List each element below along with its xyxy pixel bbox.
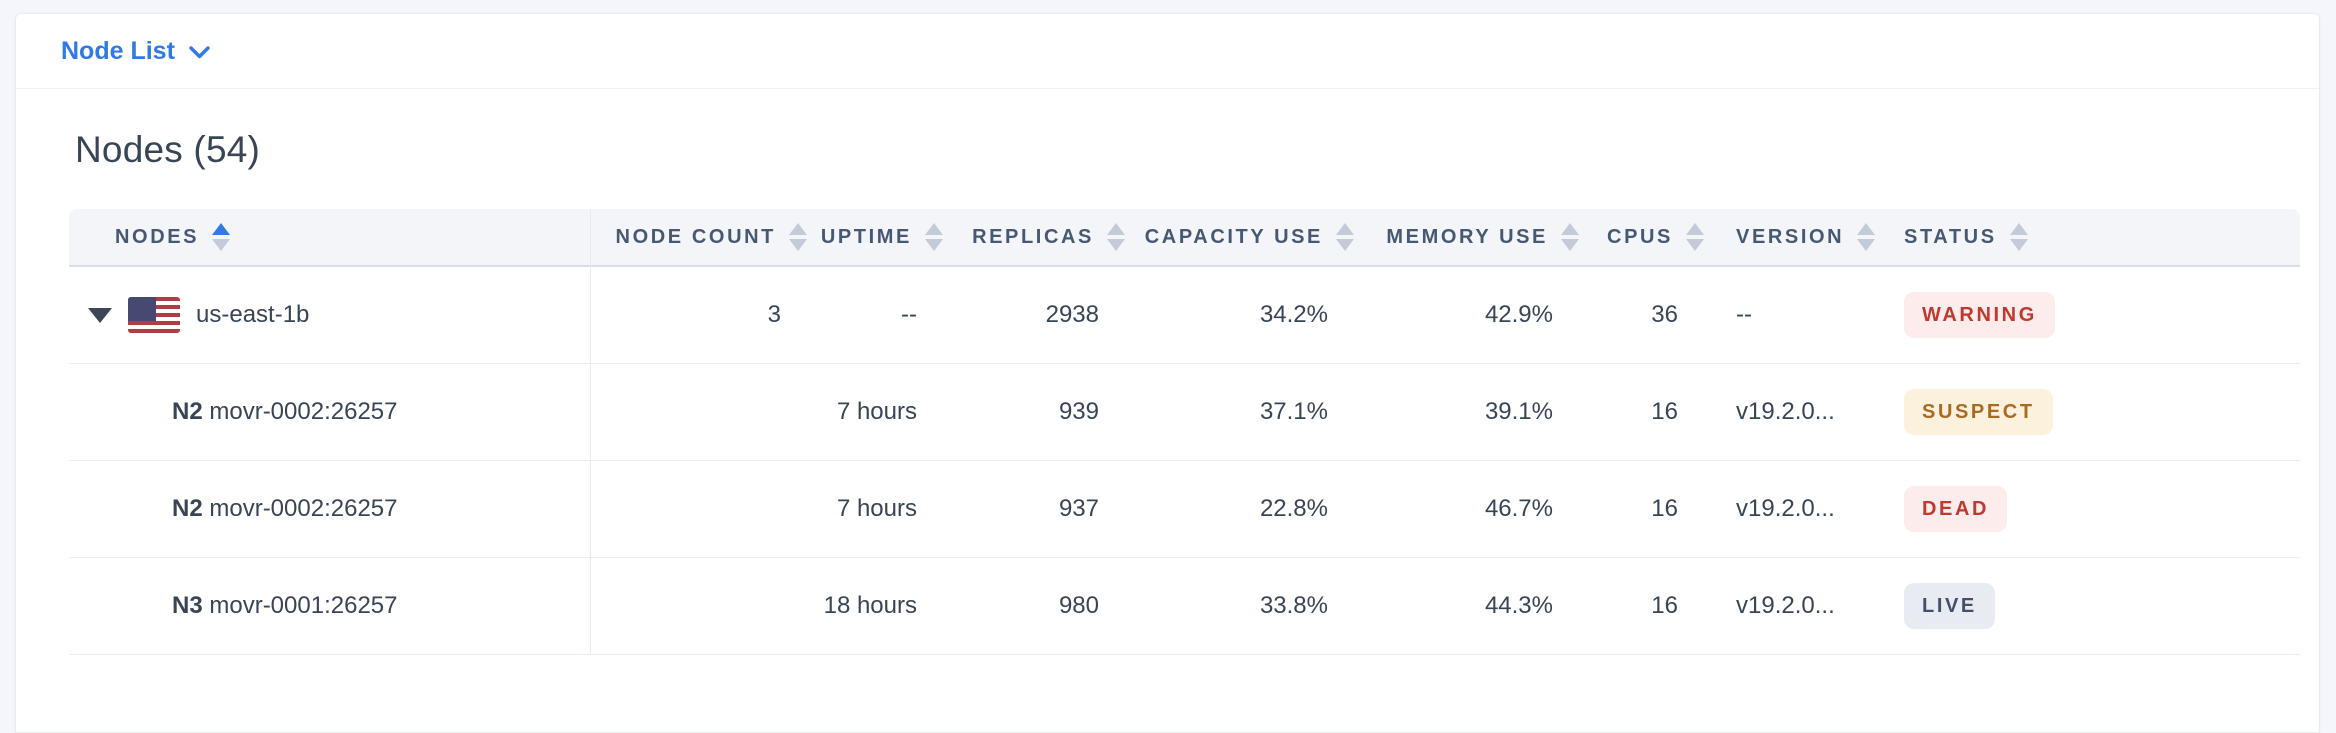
us-flag-icon [128,297,180,333]
cell-capacity-use: 37.1% [1129,364,1358,461]
status-badge: DEAD [1904,486,2008,532]
sort-icon [1107,223,1125,251]
view-selector-bar: Node List [16,14,2319,89]
column-header-cpus[interactable]: CPUS [1583,209,1708,267]
cell-cpus: 16 [1583,461,1708,558]
column-header-memory-use[interactable]: MEMORY USE [1358,209,1583,267]
page-title: Nodes (54) [75,129,261,170]
node-address: movr-0001:26257 [209,592,398,619]
sort-icon [1686,223,1704,251]
node-address: movr-0002:26257 [209,398,398,425]
column-header-status[interactable]: STATUS [1876,209,2300,267]
view-dropdown-label: Node List [61,36,175,65]
cell-replicas: 2938 [947,267,1129,364]
cell-memory-use: 46.7% [1358,461,1583,558]
sort-icon [1336,223,1354,251]
collapse-caret-icon[interactable] [88,307,112,323]
status-badge: LIVE [1904,583,1995,629]
column-header-node-count[interactable]: NODE COUNT [591,209,811,267]
sort-icon [212,223,231,251]
view-dropdown[interactable]: Node List [61,37,210,66]
node-id: N2 [172,495,203,522]
node-row[interactable]: N2 movr-0002:26257 7 hours 939 37.1% 39.… [69,364,2300,461]
region-row-us-east-1b[interactable]: us-east-1b 3 -- 2938 34.2% 42.9% 36 -- W… [69,267,2300,364]
cell-cpus: 16 [1583,364,1708,461]
status-badge: WARNING [1904,292,2055,338]
column-header-uptime[interactable]: UPTIME [811,209,947,267]
cell-replicas: 980 [947,558,1129,655]
chevron-down-icon [189,46,210,59]
cell-node-count [591,461,811,558]
cell-uptime: 18 hours [811,558,947,655]
status-badge: SUSPECT [1904,389,2053,435]
cell-capacity-use: 33.8% [1129,558,1358,655]
sort-icon [1561,223,1579,251]
content-area: Nodes (54) NODES NODE COUNT [16,89,2319,655]
region-name: us-east-1b [196,301,310,328]
cell-capacity-use: 34.2% [1129,267,1358,364]
column-header-version[interactable]: VERSION [1708,209,1876,267]
cell-memory-use: 42.9% [1358,267,1583,364]
node-id: N2 [172,398,203,425]
node-row[interactable]: N2 movr-0002:26257 7 hours 937 22.8% 46.… [69,461,2300,558]
cell-node-count: 3 [591,267,811,364]
node-list-card: Node List Nodes (54) NODES [15,13,2320,733]
cell-uptime: -- [811,267,947,364]
cell-memory-use: 39.1% [1358,364,1583,461]
sort-icon [925,223,943,251]
node-address: movr-0002:26257 [209,495,398,522]
node-row[interactable]: N3 movr-0001:26257 18 hours 980 33.8% 44… [69,558,2300,655]
column-header-capacity-use[interactable]: CAPACITY USE [1129,209,1358,267]
cell-version: -- [1708,267,1876,364]
column-header-replicas[interactable]: REPLICAS [947,209,1129,267]
cell-version: v19.2.0... [1708,461,1876,558]
cell-version: v19.2.0... [1708,558,1876,655]
table-header-row: NODES NODE COUNT UPTIME REPLICAS [69,209,2300,267]
cell-cpus: 36 [1583,267,1708,364]
sort-icon [789,223,807,251]
cell-capacity-use: 22.8% [1129,461,1358,558]
cell-node-count [591,364,811,461]
cell-memory-use: 44.3% [1358,558,1583,655]
cell-uptime: 7 hours [811,461,947,558]
cell-version: v19.2.0... [1708,364,1876,461]
cell-node-count [591,558,811,655]
cell-replicas: 937 [947,461,1129,558]
sort-icon [2009,223,2028,251]
cell-uptime: 7 hours [811,364,947,461]
column-header-nodes[interactable]: NODES [69,209,591,267]
cell-cpus: 16 [1583,558,1708,655]
nodes-table: NODES NODE COUNT UPTIME REPLICAS [69,209,2300,655]
node-id: N3 [172,592,203,619]
cell-replicas: 939 [947,364,1129,461]
sort-icon [1857,223,1876,251]
